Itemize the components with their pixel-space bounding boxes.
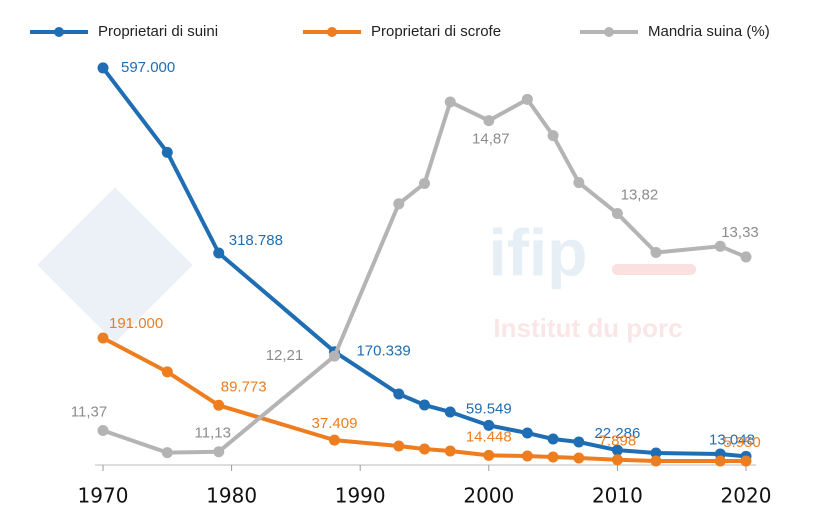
data-point — [521, 450, 533, 462]
data-point — [328, 434, 340, 446]
x-tick-label: 2000 — [463, 484, 514, 508]
data-point — [547, 451, 559, 463]
data-point — [740, 251, 752, 263]
data-point — [573, 452, 585, 464]
data-point — [213, 399, 225, 411]
data-point — [740, 455, 752, 467]
data-point — [161, 447, 173, 459]
data-point — [650, 447, 662, 459]
data-point — [444, 96, 456, 108]
data-point — [714, 455, 726, 467]
watermark-logo — [37, 187, 193, 343]
data-point — [483, 449, 495, 461]
data-label: 13,82 — [621, 187, 659, 204]
data-point — [161, 366, 173, 378]
data-point — [393, 440, 405, 452]
watermark: ifip Institut du porc — [37, 187, 696, 343]
x-tick-label: 2010 — [592, 484, 643, 508]
x-tick-label: 2020 — [721, 484, 772, 508]
data-label: 59.549 — [466, 400, 512, 417]
legend-text: Proprietari di suini — [98, 23, 218, 40]
data-label: 22.286 — [594, 425, 640, 442]
data-point — [393, 198, 405, 210]
data-point — [611, 454, 623, 466]
data-label: 5.950 — [723, 434, 761, 451]
data-point — [521, 427, 533, 439]
data-point — [483, 115, 495, 127]
data-point — [213, 247, 225, 259]
data-point — [573, 436, 585, 448]
data-label: 14,87 — [472, 131, 510, 148]
data-point — [328, 350, 340, 362]
series-line — [101, 66, 747, 459]
data-label: 12,21 — [266, 347, 304, 364]
data-point — [547, 433, 559, 445]
data-point — [611, 208, 623, 220]
data-label: 13.048 — [709, 431, 755, 448]
x-tick-label: 1990 — [335, 484, 386, 508]
data-point — [444, 406, 456, 418]
data-label: 37.409 — [312, 415, 358, 432]
data-point — [483, 419, 495, 431]
data-point — [650, 247, 662, 258]
watermark-text: ifip — [489, 215, 588, 289]
x-tick-label: 1970 — [78, 484, 129, 508]
data-label: 597.000 — [121, 59, 175, 76]
data-point — [393, 388, 405, 400]
data-label: 14.448 — [466, 428, 512, 445]
data-point — [714, 240, 726, 252]
data-point — [573, 177, 585, 189]
data-point — [161, 146, 173, 158]
data-point — [419, 443, 430, 455]
legend-text: Mandria suina (%) — [648, 23, 770, 40]
data-label: 13,33 — [721, 224, 759, 241]
legend-text: Proprietari di scrofe — [371, 23, 501, 40]
data-point — [97, 62, 109, 74]
data-point — [97, 332, 109, 344]
data-point — [213, 446, 225, 458]
data-label: 89.773 — [221, 378, 267, 395]
data-point — [419, 399, 430, 411]
data-point — [611, 444, 623, 456]
x-tick-label: 1980 — [206, 484, 257, 508]
data-label: 7.898 — [599, 433, 637, 450]
data-point — [419, 177, 430, 189]
data-label: 191.000 — [109, 315, 163, 332]
data-label: 318.788 — [229, 232, 283, 249]
series-line — [102, 336, 747, 464]
legend-marker — [604, 27, 614, 37]
legend-marker — [54, 27, 64, 37]
data-point — [97, 424, 109, 436]
data-point — [547, 130, 559, 142]
data-label: 170.339 — [356, 343, 410, 360]
data-point — [521, 93, 533, 105]
data-point — [650, 455, 662, 467]
legend-marker — [327, 27, 337, 37]
watermark-bar — [612, 264, 696, 275]
watermark-text: Institut du porc — [493, 313, 682, 343]
data-label: 11,37 — [71, 403, 107, 420]
data-label: 11,13 — [195, 425, 231, 442]
data-point — [444, 445, 456, 457]
